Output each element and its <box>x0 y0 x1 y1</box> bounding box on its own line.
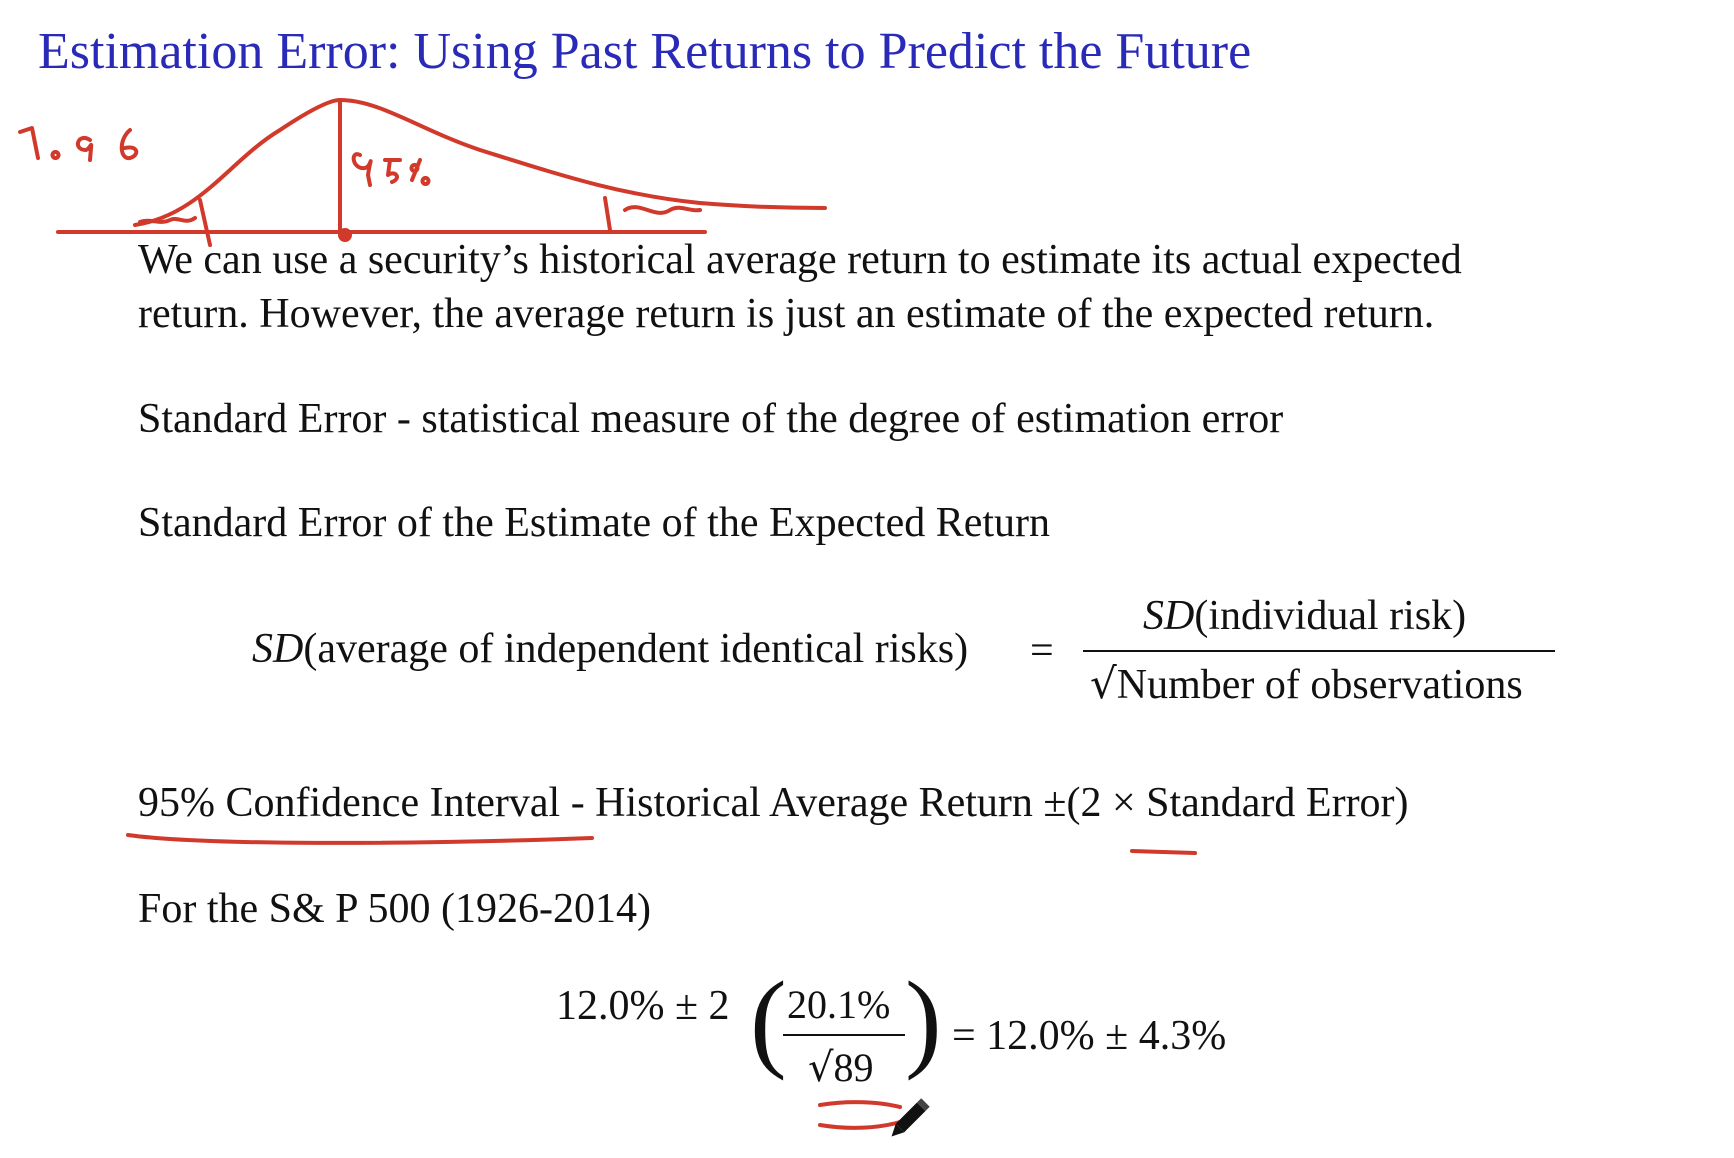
sqrt-icon: √ <box>808 1045 834 1091</box>
ci-rest: - Historical Average Return ±(2 × Standa… <box>560 780 1409 826</box>
slide-title: Estimation Error: Using Past Returns to … <box>38 23 1252 80</box>
formula-num-func: SD <box>1143 593 1195 639</box>
percent-95-mark <box>351 152 431 187</box>
right-tail-mark <box>603 196 612 232</box>
calc-left: 12.0% ± 2 <box>556 983 730 1029</box>
intro-line-1: We can use a security’s historical avera… <box>138 237 1462 283</box>
ci-underline <box>126 833 594 845</box>
two-underline <box>1130 849 1197 855</box>
formula-denominator: √Number of observations <box>1090 659 1523 709</box>
right-tail-hatch <box>623 205 702 215</box>
left-paren: ( <box>750 959 787 1081</box>
formula-lhs-arg: (average of independent identical risks) <box>303 626 969 672</box>
confidence-interval-line: 95% Confidence Interval - Historical Ave… <box>138 779 1409 827</box>
calc-right: = 12.0% ± 4.3% <box>952 1013 1227 1059</box>
formula-den-text: Number of observations <box>1116 662 1523 708</box>
intro-line-2: return. However, the average return is j… <box>138 291 1435 337</box>
pen-cursor-icon <box>891 1098 930 1137</box>
sqrt89-underline <box>818 1100 902 1130</box>
bell-curve <box>133 98 827 227</box>
standard-error-heading: Standard Error of the Estimate of the Ex… <box>138 500 1051 546</box>
calc-denominator: √89 <box>808 1044 874 1091</box>
ci-label: 95% Confidence Interval <box>138 780 561 826</box>
calc-fraction-bar <box>783 1034 905 1036</box>
formula-numerator: SD(individual risk) <box>1143 592 1466 640</box>
formula-fraction-bar <box>1083 650 1555 652</box>
right-paren: ) <box>905 959 942 1081</box>
calc-numerator: 20.1% <box>787 982 891 1027</box>
formula-num-arg: (individual risk) <box>1194 593 1467 639</box>
formula-lhs-func: SD <box>252 626 304 672</box>
left-tail-hatch <box>138 216 197 224</box>
sqrt-icon: √ <box>1090 659 1117 708</box>
calc-den-value: 89 <box>833 1045 874 1090</box>
standard-error-definition: Standard Error - statistical measure of … <box>138 396 1284 442</box>
formula-equals: = <box>1030 628 1054 674</box>
formula-lhs: SD(average of independent identical risk… <box>252 625 968 673</box>
sp500-label: For the S& P 500 (1926-2014) <box>138 886 651 932</box>
number-196-mark <box>18 126 139 162</box>
